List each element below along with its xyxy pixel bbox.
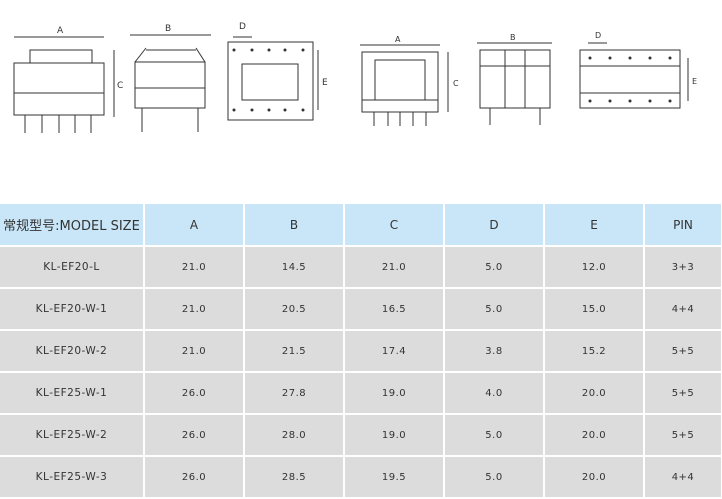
svg-text:B: B bbox=[510, 33, 516, 42]
cell-model: KL-EF25-W-3 bbox=[0, 456, 145, 499]
cell-d: 5.0 bbox=[444, 288, 545, 331]
cell-model: KL-EF20-L bbox=[0, 246, 145, 289]
svg-text:D: D bbox=[595, 31, 601, 40]
dim-label-e: E bbox=[322, 78, 328, 88]
svg-text:A: A bbox=[395, 35, 401, 44]
cell-e: 15.2 bbox=[544, 330, 645, 373]
header-a: A bbox=[144, 204, 245, 247]
cell-d: 5.0 bbox=[444, 414, 545, 457]
cell-d: 5.0 bbox=[444, 246, 545, 289]
header-b: B bbox=[244, 204, 345, 247]
table-row: KL-EF25-W-3 26.0 28.5 19.5 5.0 20.0 4+4 bbox=[0, 456, 722, 499]
cell-model: KL-EF25-W-2 bbox=[0, 414, 145, 457]
cell-e: 12.0 bbox=[544, 246, 645, 289]
cell-pin: 5+5 bbox=[644, 330, 722, 373]
dim-label-b: B bbox=[165, 24, 171, 34]
cell-e: 20.0 bbox=[544, 456, 645, 499]
cell-d: 4.0 bbox=[444, 372, 545, 415]
header-e: E bbox=[544, 204, 645, 247]
ef20-side-view: B bbox=[130, 24, 211, 132]
cell-d: 3.8 bbox=[444, 330, 545, 373]
cell-model: KL-EF20-W-1 bbox=[0, 288, 145, 331]
cell-a: 21.0 bbox=[144, 246, 245, 289]
table-row: KL-EF25-W-1 26.0 27.8 19.0 4.0 20.0 5+5 bbox=[0, 372, 722, 415]
cell-pin: 4+4 bbox=[644, 456, 722, 499]
cell-pin: 4+4 bbox=[644, 288, 722, 331]
ef25-side-view: B bbox=[477, 33, 552, 125]
cell-a: 21.0 bbox=[144, 330, 245, 373]
cell-b: 20.5 bbox=[244, 288, 345, 331]
cell-a: 26.0 bbox=[144, 414, 245, 457]
table-row: KL-EF25-W-2 26.0 28.0 19.0 5.0 20.0 5+5 bbox=[0, 414, 722, 457]
cell-c: 19.0 bbox=[344, 414, 445, 457]
ef20-front-view: A C bbox=[13, 26, 123, 133]
dim-label-d: D bbox=[239, 22, 246, 32]
table-row: KL-EF20-L 21.0 14.5 21.0 5.0 12.0 3+3 bbox=[0, 246, 722, 289]
cell-d: 5.0 bbox=[444, 456, 545, 499]
header-model-size: 常规型号:MODEL SIZE bbox=[0, 204, 145, 247]
table-row: KL-EF20-W-2 21.0 21.5 17.4 3.8 15.2 5+5 bbox=[0, 330, 722, 373]
ef25-front-view: A C bbox=[360, 35, 459, 126]
dim-label-a: A bbox=[57, 26, 64, 36]
svg-text:E: E bbox=[692, 77, 697, 86]
cell-c: 16.5 bbox=[344, 288, 445, 331]
transformer-drawings: A C B D E A C B D E bbox=[13, 22, 697, 133]
cell-pin: 5+5 bbox=[644, 372, 722, 415]
cell-pin: 5+5 bbox=[644, 414, 722, 457]
dim-label-c: C bbox=[117, 81, 123, 91]
cell-c: 19.5 bbox=[344, 456, 445, 499]
header-d: D bbox=[444, 204, 545, 247]
model-size-table: 常规型号:MODEL SIZE A B C D E PIN KL-EF20-L 2… bbox=[0, 204, 722, 499]
cell-a: 26.0 bbox=[144, 372, 245, 415]
cell-b: 28.5 bbox=[244, 456, 345, 499]
cell-model: KL-EF25-W-1 bbox=[0, 372, 145, 415]
cell-c: 17.4 bbox=[344, 330, 445, 373]
cell-a: 21.0 bbox=[144, 288, 245, 331]
cell-b: 21.5 bbox=[244, 330, 345, 373]
header-c: C bbox=[344, 204, 445, 247]
cell-c: 21.0 bbox=[344, 246, 445, 289]
table-header-row: 常规型号:MODEL SIZE A B C D E PIN bbox=[0, 204, 722, 247]
cell-e: 20.0 bbox=[544, 414, 645, 457]
cell-b: 14.5 bbox=[244, 246, 345, 289]
header-pin: PIN bbox=[644, 204, 722, 247]
cell-b: 27.8 bbox=[244, 372, 345, 415]
cell-model: KL-EF20-W-2 bbox=[0, 330, 145, 373]
svg-text:C: C bbox=[453, 79, 459, 88]
cell-a: 26.0 bbox=[144, 456, 245, 499]
cell-pin: 3+3 bbox=[644, 246, 722, 289]
cell-e: 20.0 bbox=[544, 372, 645, 415]
ef25-bottom-view: D E bbox=[579, 31, 697, 109]
cell-e: 15.0 bbox=[544, 288, 645, 331]
table-row: KL-EF20-W-1 21.0 20.5 16.5 5.0 15.0 4+4 bbox=[0, 288, 722, 331]
cell-c: 19.0 bbox=[344, 372, 445, 415]
ef20-bottom-view: D E bbox=[227, 22, 328, 121]
cell-b: 28.0 bbox=[244, 414, 345, 457]
